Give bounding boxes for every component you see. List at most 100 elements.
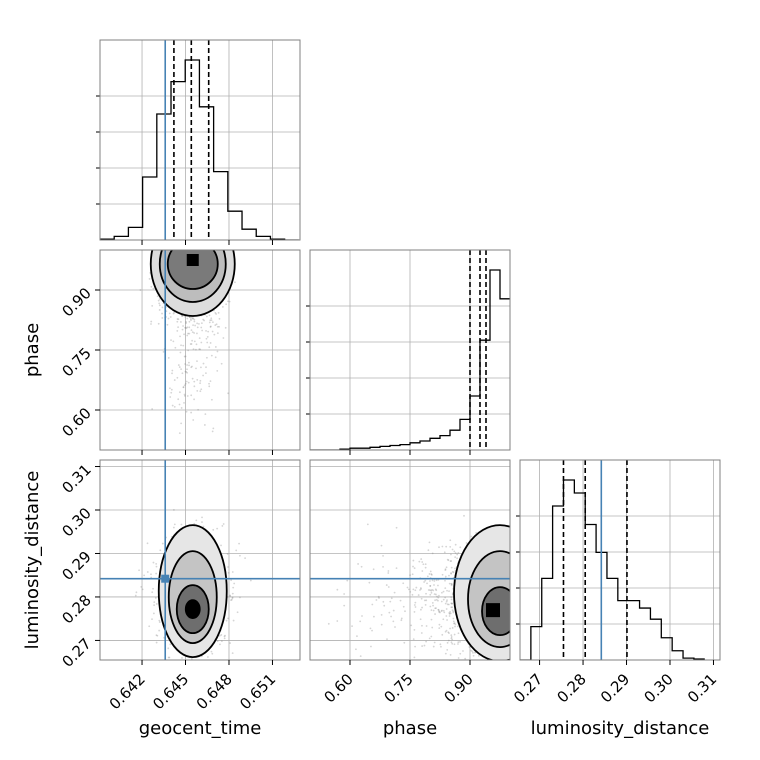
- sample-point: [211, 330, 214, 333]
- sample-point: [437, 608, 440, 611]
- sample-point: [185, 410, 188, 413]
- sample-point: [176, 330, 179, 332]
- sample-point: [196, 326, 199, 329]
- sample-point: [433, 686, 435, 688]
- sample-point: [412, 559, 415, 562]
- sample-point: [158, 298, 161, 300]
- sample-point: [450, 566, 453, 569]
- y-tick-label: 0.27: [58, 635, 94, 671]
- sample-point: [138, 569, 140, 572]
- y-tick-label: 0.31: [58, 461, 94, 497]
- sample-point: [418, 661, 420, 663]
- sample-point: [399, 599, 402, 602]
- sample-point: [239, 554, 241, 557]
- histogram-panel-geocent-time: [96, 39, 301, 241]
- sample-point: [152, 587, 154, 590]
- sample-point: [190, 329, 193, 331]
- sample-point: [167, 656, 170, 659]
- sample-point: [184, 667, 186, 669]
- sample-point: [200, 388, 203, 391]
- sample-point: [200, 326, 203, 329]
- sample-point: [159, 549, 162, 552]
- sample-point: [192, 348, 195, 351]
- sample-point: [446, 558, 449, 561]
- sample-point: [155, 662, 157, 664]
- sample-point: [432, 604, 434, 607]
- sample-point: [450, 663, 452, 665]
- sample-point: [191, 339, 193, 342]
- sample-point: [215, 313, 218, 315]
- sample-point: [450, 641, 453, 644]
- sample-point: [211, 430, 214, 433]
- sample-point: [452, 617, 455, 620]
- sample-point: [168, 312, 171, 315]
- sample-point: [454, 556, 457, 559]
- sample-point: [444, 568, 447, 571]
- sample-point: [392, 620, 395, 623]
- sample-point: [449, 545, 452, 548]
- sample-point: [446, 648, 449, 651]
- sample-point: [429, 585, 432, 587]
- sample-point: [448, 612, 451, 614]
- sample-point: [448, 615, 451, 617]
- sample-point: [444, 575, 447, 578]
- sample-point: [420, 558, 423, 560]
- sample-point: [153, 604, 156, 607]
- x-tick-label: 0.75: [380, 670, 416, 706]
- sample-point: [423, 599, 426, 602]
- sample-point: [173, 523, 176, 526]
- sample-point: [228, 300, 231, 303]
- sample-point: [371, 603, 374, 606]
- sample-point: [456, 625, 459, 628]
- sample-point: [180, 407, 183, 409]
- sample-point: [209, 342, 212, 344]
- sample-point: [462, 650, 464, 652]
- sample-point: [410, 624, 413, 627]
- sample-point: [150, 285, 153, 288]
- sample-point: [178, 403, 181, 406]
- sample-point: [193, 380, 196, 383]
- sample-point: [198, 337, 201, 340]
- sample-point: [179, 321, 182, 323]
- sample-point: [224, 634, 226, 637]
- sample-point: [432, 609, 435, 612]
- sample-point: [140, 586, 143, 588]
- sample-point: [236, 664, 238, 666]
- sample-point: [429, 580, 431, 582]
- sample-point: [444, 596, 447, 599]
- sample-point: [446, 619, 448, 621]
- sample-point: [202, 525, 205, 528]
- sample-point: [213, 333, 216, 336]
- sample-point: [195, 519, 198, 522]
- sample-point: [148, 625, 151, 628]
- sample-point: [380, 544, 383, 547]
- sample-point: [382, 565, 384, 568]
- sample-point: [178, 391, 181, 394]
- sample-point: [428, 573, 431, 575]
- sample-point: [227, 300, 229, 303]
- sample-point: [435, 589, 438, 592]
- sample-point: [188, 326, 191, 329]
- sample-point: [231, 571, 234, 573]
- contour-level: [166, 250, 219, 290]
- sample-point: [453, 633, 456, 636]
- sample-point: [454, 567, 456, 570]
- sample-point: [189, 318, 192, 320]
- sample-point: [196, 390, 199, 392]
- sample-point: [183, 668, 185, 670]
- x-tick-label: 0.28: [554, 670, 590, 706]
- sample-point: [190, 343, 193, 345]
- sample-point: [209, 380, 212, 383]
- sample-point: [200, 675, 202, 677]
- sample-point: [453, 622, 455, 625]
- sample-point: [400, 617, 403, 620]
- sample-point: [167, 357, 170, 359]
- sample-point: [184, 363, 187, 365]
- sample-point: [173, 405, 176, 408]
- x-tick-label: 0.60: [320, 670, 356, 706]
- sample-point: [356, 635, 358, 638]
- sample-point: [406, 586, 409, 589]
- sample-point: [155, 603, 158, 605]
- sample-point: [421, 570, 424, 572]
